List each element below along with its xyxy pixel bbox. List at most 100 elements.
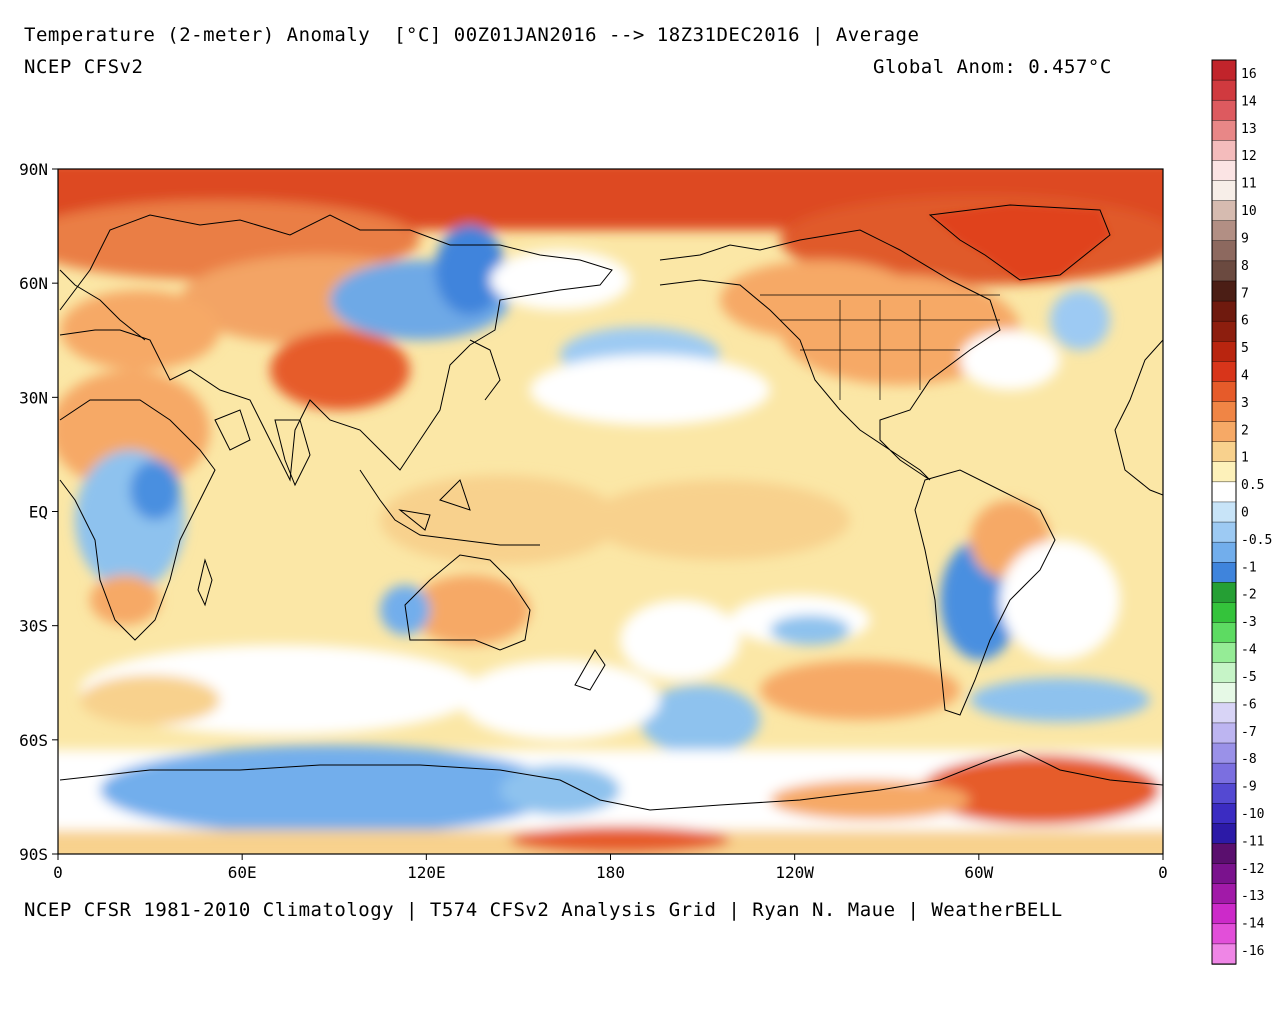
colorbar-swatch <box>1211 79 1237 101</box>
lon-ticks <box>57 854 1164 860</box>
global-anomaly: Global Anom: 0.457°C <box>873 56 1112 78</box>
colorbar-swatch <box>1211 843 1237 865</box>
colorbar-swatch <box>1211 300 1237 322</box>
colorbar-swatch <box>1211 722 1237 744</box>
colorbar-swatch <box>1211 180 1237 202</box>
colorbar-label: 12 <box>1241 149 1257 164</box>
anomaly-field <box>58 169 1163 854</box>
colorbar-swatch <box>1211 943 1237 965</box>
colorbar-swatch <box>1211 341 1237 363</box>
colorbar-swatch <box>1211 702 1237 724</box>
lon-label: 60E <box>228 863 257 882</box>
colorbar-swatch <box>1211 361 1237 383</box>
colorbar-label: -1 <box>1241 560 1257 575</box>
colorbar-label: 14 <box>1241 94 1257 109</box>
colorbar-swatch <box>1211 59 1237 81</box>
colorbar-swatch <box>1211 562 1237 584</box>
colorbar-swatch <box>1211 622 1237 644</box>
colorbar-label: -8 <box>1241 752 1257 767</box>
colorbar-label: -4 <box>1241 643 1257 658</box>
colorbar-label: -11 <box>1241 834 1264 849</box>
colorbar-swatch <box>1211 783 1237 804</box>
colorbar-swatch <box>1211 421 1237 443</box>
colorbar-swatch <box>1211 120 1237 142</box>
colorbar-swatch <box>1211 401 1237 423</box>
colorbar-swatch <box>1211 381 1237 403</box>
colorbar-swatch <box>1211 260 1237 282</box>
colorbar-swatch <box>1211 99 1237 121</box>
lat-label: EQ <box>29 503 48 522</box>
colorbar-label: 8 <box>1241 259 1249 274</box>
colorbar-swatch <box>1211 742 1237 764</box>
colorbar-swatch <box>1211 823 1237 845</box>
colorbar-swatch <box>1211 441 1237 463</box>
lon-label: 60W <box>964 863 993 882</box>
colorbar-label: 11 <box>1241 177 1257 192</box>
lat-label: 30S <box>19 617 48 636</box>
colorbar-label: 4 <box>1241 368 1249 383</box>
lon-labels: 0 60E 120E 180 120W 60W 0 <box>53 863 1168 882</box>
model-name: NCEP CFSv2 <box>24 56 144 78</box>
colorbar-swatch <box>1211 923 1237 945</box>
colorbar-swatch <box>1211 521 1237 543</box>
lat-label: 60S <box>19 731 48 750</box>
colorbar-label: 3 <box>1241 396 1249 411</box>
colorbar-swatch <box>1211 762 1237 784</box>
colorbar-label: -10 <box>1241 807 1264 822</box>
lon-label: 120E <box>407 863 446 882</box>
colorbar-swatch <box>1211 200 1237 222</box>
colorbar <box>1211 59 1237 965</box>
colorbar-frame <box>1211 59 1237 965</box>
colorbar-label: 2 <box>1241 423 1249 438</box>
colorbar-label: -5 <box>1241 670 1257 685</box>
colorbar-label: -16 <box>1241 944 1264 959</box>
colorbar-label: 0.5 <box>1241 478 1264 493</box>
colorbar-swatch <box>1211 883 1237 905</box>
colorbar-swatch <box>1211 501 1237 523</box>
colorbar-swatch <box>1211 220 1237 242</box>
colorbar-label: -0.5 <box>1241 533 1272 548</box>
colorbar-swatch <box>1211 240 1237 262</box>
colorbar-swatch <box>1211 863 1237 885</box>
colorbar-labels: 16 14 13 12 11 10 9 8 7 6 5 4 3 2 1 0.5 0 -0.5 -1 -2 -3 -4 -5 -… <box>1241 67 1272 959</box>
colorbar-label: 9 <box>1241 231 1249 246</box>
colorbar-label: 13 <box>1241 122 1257 137</box>
colorbar-label: -13 <box>1241 889 1264 904</box>
lat-label: 90S <box>19 845 48 864</box>
colorbar-label: 16 <box>1241 67 1257 82</box>
colorbar-swatch <box>1211 582 1237 604</box>
colorbar-label: 1 <box>1241 451 1249 466</box>
lon-label: 0 <box>1158 863 1168 882</box>
colorbar-label: -6 <box>1241 697 1257 712</box>
lat-label: 60N <box>19 274 48 293</box>
colorbar-swatch <box>1211 682 1237 704</box>
colorbar-label: -2 <box>1241 588 1257 603</box>
colorbar-swatch <box>1211 461 1237 483</box>
colorbar-label: -12 <box>1241 862 1264 877</box>
colorbar-swatch <box>1211 541 1237 563</box>
colorbar-label: 0 <box>1241 506 1249 521</box>
colorbar-swatch <box>1211 280 1237 302</box>
lat-labels: 90N 60N 30N EQ 30S 60S 90S <box>19 160 48 864</box>
colorbar-label: 6 <box>1241 314 1249 329</box>
colorbar-swatch <box>1211 160 1237 182</box>
coastlines <box>59 204 1163 811</box>
lon-label: 0 <box>53 863 63 882</box>
colorbar-swatch <box>1211 320 1237 342</box>
colorbar-label: -3 <box>1241 615 1257 630</box>
colorbar-swatch <box>1211 662 1237 684</box>
lon-label: 180 <box>596 863 625 882</box>
lat-label: 30N <box>19 388 48 407</box>
colorbar-swatch <box>1211 803 1237 825</box>
lat-label: 90N <box>19 160 48 179</box>
colorbar-swatch <box>1211 481 1237 503</box>
colorbar-label: 10 <box>1241 204 1257 219</box>
colorbar-label: -7 <box>1241 725 1257 740</box>
lat-ticks <box>52 168 58 855</box>
colorbar-label: -14 <box>1241 917 1265 932</box>
colorbar-label: 5 <box>1241 341 1249 356</box>
footer-credits: NCEP CFSR 1981-2010 Climatology | T574 C… <box>24 899 1063 921</box>
colorbar-label: 7 <box>1241 286 1249 301</box>
colorbar-swatch <box>1211 140 1237 162</box>
